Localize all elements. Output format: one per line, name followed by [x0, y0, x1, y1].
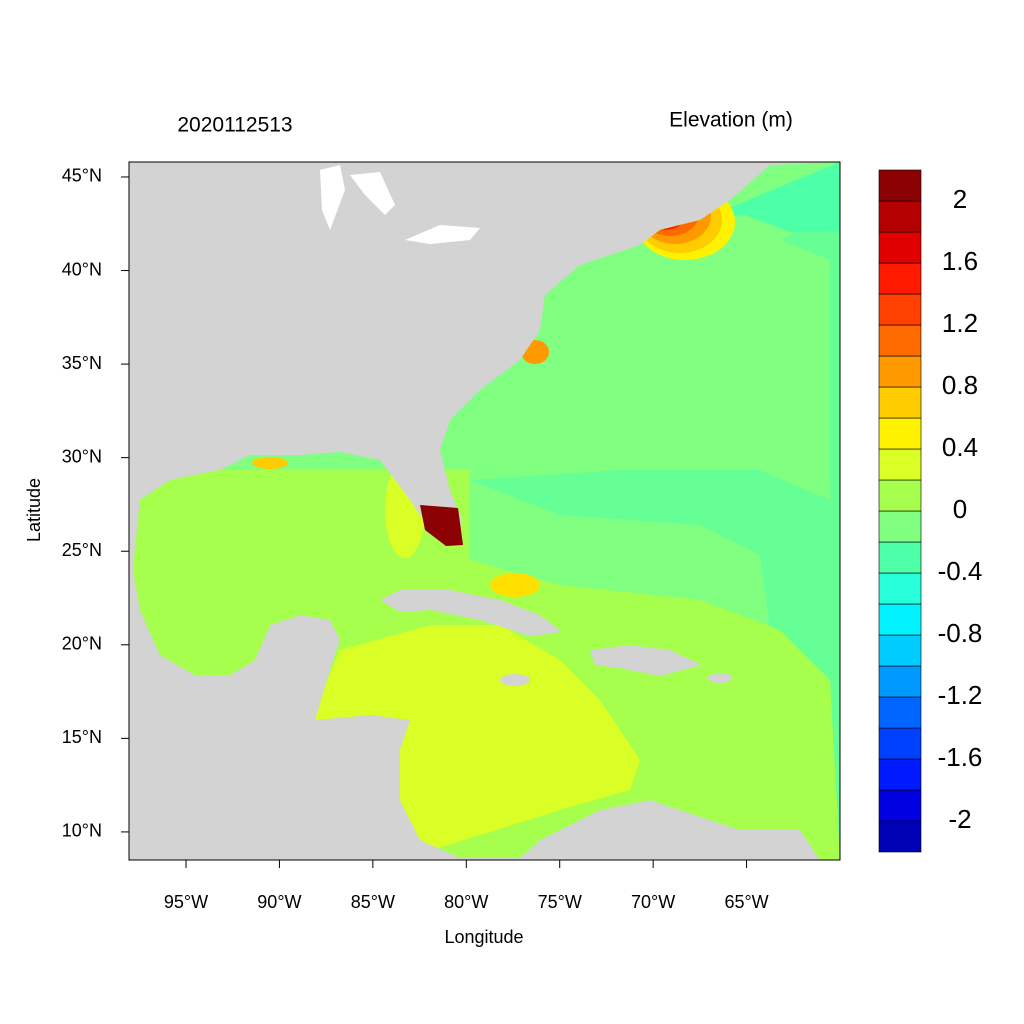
y-tick-label: 35°N: [62, 353, 102, 373]
colorbar-label: 1.6: [942, 246, 978, 276]
lake: [350, 172, 395, 215]
map-title: 2020112513: [177, 114, 292, 137]
colorbar-box: [878, 169, 922, 202]
colorbar-box: [878, 479, 922, 512]
map-area: [129, 162, 840, 860]
x-tick-label: 80°W: [444, 892, 488, 912]
colorbar-box: [878, 541, 922, 574]
colorbar-label: 2: [953, 184, 967, 214]
colorbar-label: 0: [953, 494, 967, 524]
colorbar-box: [878, 417, 922, 450]
colorbar-label: -1.2: [938, 680, 983, 710]
colorbar-box: [878, 510, 922, 543]
y-tick-label: 45°N: [62, 166, 102, 186]
ocean-region: [700, 162, 840, 232]
colorbar-box: [878, 324, 922, 357]
ocean-region: [470, 215, 840, 860]
colorbar-box: [878, 789, 922, 822]
colorbar-box: [878, 634, 922, 667]
ocean-region: [252, 457, 288, 469]
colorbar-box: [878, 820, 922, 853]
ocean-region: [310, 625, 640, 860]
colorbar-box: [878, 696, 922, 729]
y-tick-label: 40°N: [62, 259, 102, 279]
island: [590, 645, 702, 676]
island: [708, 673, 732, 683]
coastal-flooding: [420, 505, 463, 546]
y-tick-label: 30°N: [62, 446, 102, 466]
colorbar-box: [878, 293, 922, 326]
colorbar-box: [878, 355, 922, 388]
x-tick-label: 95°W: [164, 892, 208, 912]
colorbar-label: 0.8: [942, 370, 978, 400]
island: [380, 590, 562, 636]
plot-frame: [128, 161, 841, 861]
colorbar-label: -2: [948, 804, 971, 834]
y-axis-label: Latitude: [24, 478, 44, 542]
x-tick-label: 65°W: [724, 892, 768, 912]
colorbar-box: [878, 572, 922, 605]
colorbar-label: -0.8: [938, 618, 983, 648]
ocean-region: [490, 573, 540, 597]
colorbar-box: [878, 758, 922, 791]
colorbar-label: -0.4: [938, 556, 983, 586]
island: [500, 674, 530, 686]
y-tick-label: 10°N: [62, 821, 102, 841]
colorbar-box: [878, 727, 922, 760]
colorbar-label: 1.2: [942, 308, 978, 338]
y-tick-label: 25°N: [62, 540, 102, 560]
colorbar-label: 0.4: [942, 432, 978, 462]
y-tick-label: 15°N: [62, 727, 102, 747]
colorbar-box: [878, 231, 922, 264]
x-tick-label: 90°W: [257, 892, 301, 912]
colorbar-box: [878, 448, 922, 481]
colorbar-box: [878, 603, 922, 636]
x-axis-label: Longitude: [444, 927, 523, 947]
colorbar-box: [878, 200, 922, 233]
colorbar-label: -1.6: [938, 742, 983, 772]
y-tick-label: 20°N: [62, 634, 102, 654]
legend-title: Elevation (m): [669, 109, 793, 132]
x-tick-label: 75°W: [538, 892, 582, 912]
lake: [320, 165, 345, 230]
colorbar-box: [878, 262, 922, 295]
lake: [405, 225, 480, 244]
colorbar-box: [878, 386, 922, 419]
x-tick-label: 85°W: [351, 892, 395, 912]
x-tick-label: 70°W: [631, 892, 675, 912]
colorbar-box: [878, 665, 922, 698]
